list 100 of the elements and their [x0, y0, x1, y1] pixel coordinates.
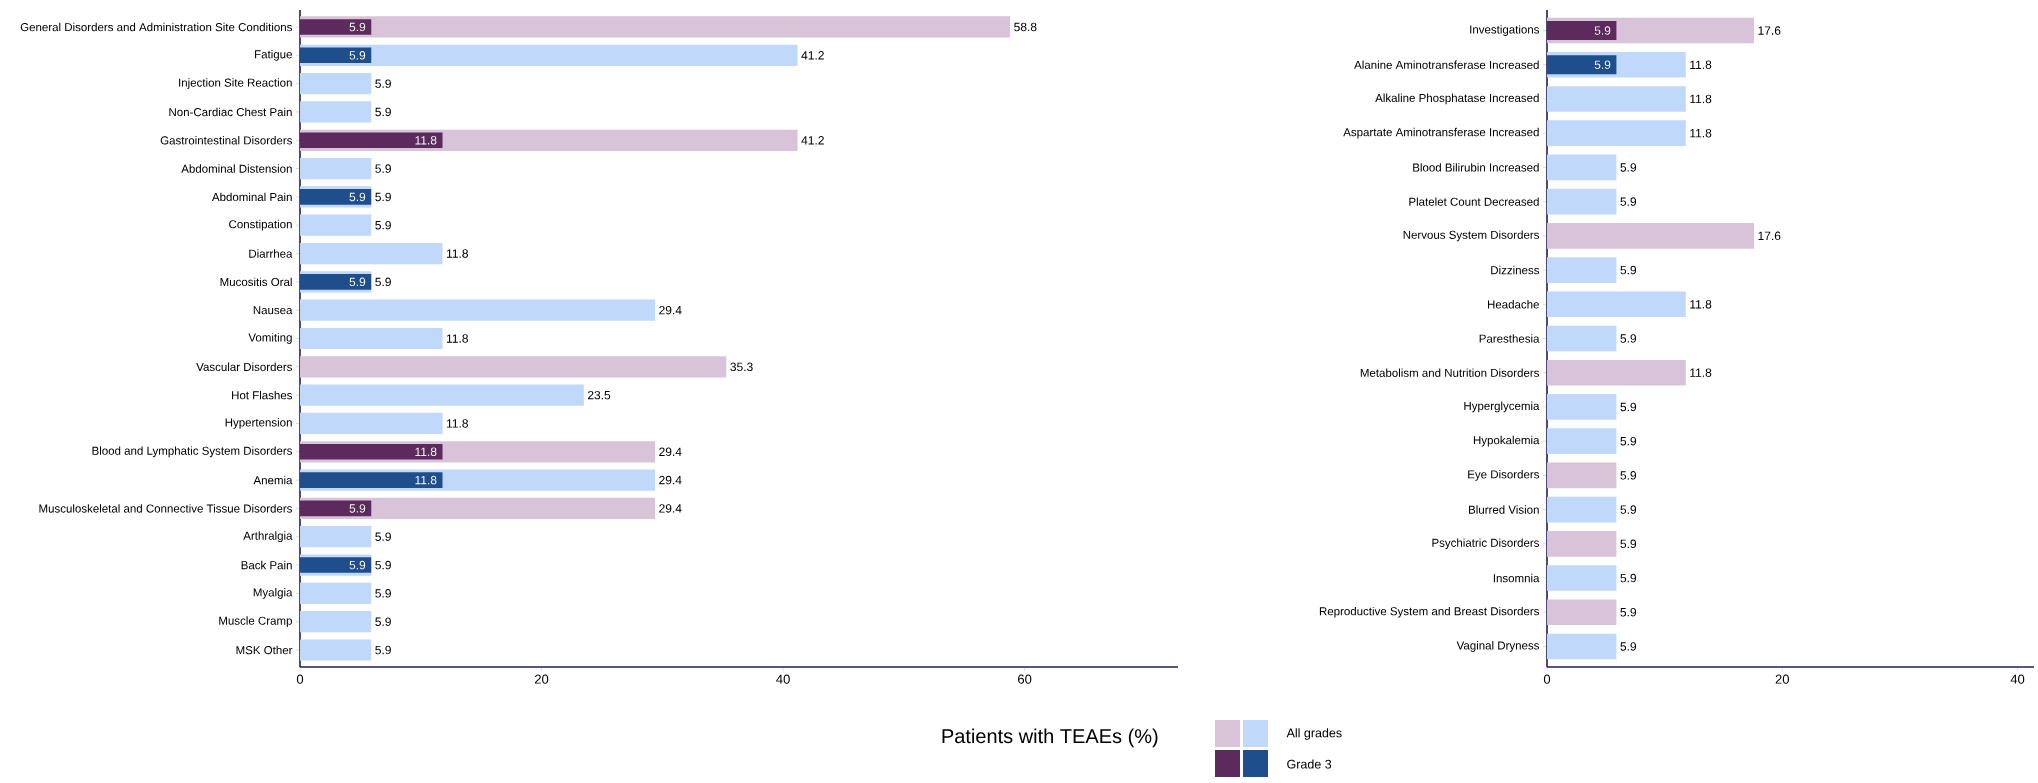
y-tick-label: Mucositis Oral	[220, 277, 292, 287]
bar	[300, 500, 372, 517]
y-tick-label: Alkaline Phosphatase Increased	[1375, 93, 1539, 105]
bar	[300, 639, 372, 661]
bar	[300, 157, 372, 180]
data-label: 35.3	[730, 362, 753, 372]
y-tick-label: Constipation	[229, 219, 292, 231]
y-tick-label: Blood Bilirubin Increased	[1413, 163, 1539, 172]
bar	[1547, 428, 1617, 454]
bar	[1547, 55, 1617, 75]
data-label: 5.9	[1620, 265, 1637, 275]
legend-label: All grades	[1286, 728, 1342, 740]
y-tick-label: General Disorders and Administration Site Conditions	[20, 22, 292, 32]
bar	[1547, 223, 1755, 249]
bar	[1547, 21, 1617, 40]
x-tick-label: 40	[776, 674, 790, 684]
bar	[1547, 599, 1617, 626]
data-label: 5.9	[375, 277, 391, 287]
data-label: 5.9	[1620, 163, 1637, 172]
data-label: 5.9	[1620, 505, 1637, 514]
y-tick-label: Diarrhea	[249, 249, 293, 258]
data-label: 11.8	[1690, 300, 1712, 309]
bar	[300, 47, 372, 64]
y-tick-label: Blurred Vision	[1469, 505, 1539, 514]
data-label: 11.8	[1690, 94, 1712, 104]
data-label: 5.9	[375, 617, 391, 626]
y-tick-label: MSK Other	[236, 645, 293, 655]
data-label: 5.9	[375, 560, 391, 570]
data-label: 29.4	[659, 475, 682, 485]
bar	[300, 214, 372, 236]
data-label: 11.8	[415, 475, 437, 485]
data-label: 11.8	[446, 334, 468, 343]
y-tick-label: Muscle Cramp	[219, 616, 292, 628]
y-tick-label: Vascular Disorders	[196, 362, 293, 372]
bar	[1547, 120, 1686, 147]
y-tick-label: Hypokalemia	[1473, 435, 1540, 447]
y-tick-label: Platelet Count Decreased	[1409, 197, 1539, 206]
x-tick-label: 20	[534, 674, 549, 684]
data-label: 5.9	[1620, 608, 1637, 617]
data-label: 11.8	[1690, 128, 1712, 138]
y-tick-label: Fatigue	[255, 49, 292, 61]
data-label: 5.9	[375, 79, 391, 88]
data-label: 11.8	[446, 249, 468, 258]
y-tick-label: Dizziness	[1491, 265, 1540, 275]
bar	[300, 19, 372, 35]
y-tick-label: Alanine Aminotransferase Increased	[1354, 60, 1539, 69]
data-label: 11.8	[1690, 368, 1712, 377]
data-label: 5.9	[375, 532, 391, 541]
y-tick-label: Arthralgia	[243, 531, 293, 543]
data-label: 23.5	[587, 390, 611, 400]
y-tick-label: Psychiatric Disorders	[1432, 538, 1540, 550]
bar	[300, 472, 443, 488]
bar	[1547, 462, 1617, 489]
data-label: 5.9	[375, 645, 391, 655]
bar	[1547, 359, 1686, 386]
y-tick-label: Hot Flashes	[232, 390, 293, 400]
data-label: 5.9	[1620, 471, 1637, 480]
y-tick-label: Nausea	[253, 306, 293, 315]
y-tick-label: Headache	[1487, 300, 1539, 309]
bar	[300, 412, 443, 435]
y-tick-label: Myalgia	[253, 588, 293, 599]
y-tick-label: Aspartate Aminotransferase Increased	[1343, 127, 1539, 139]
data-label: 5.9	[375, 107, 391, 117]
bar	[300, 356, 727, 378]
data-label: 58.8	[1014, 22, 1037, 32]
y-tick-label: Reproductive System and Breast Disorders	[1319, 606, 1540, 618]
y-tick-label: Vomiting	[248, 333, 292, 344]
bar	[1547, 496, 1617, 523]
x-tick-label: 0	[1543, 674, 1551, 684]
bar	[1547, 257, 1617, 283]
y-tick-label: Vaginal Dryness	[1456, 641, 1540, 652]
data-label: 11.8	[1690, 60, 1712, 69]
bar	[300, 526, 372, 548]
bar	[300, 16, 1011, 38]
y-tick-label: Eye Disorders	[1468, 470, 1540, 481]
bar	[300, 384, 584, 406]
bar	[1547, 325, 1617, 352]
bar	[300, 132, 443, 149]
y-tick-label: Abdominal Distension	[181, 164, 292, 173]
data-label: 5.9	[375, 589, 391, 598]
data-label: 5.9	[349, 560, 366, 570]
data-label: 29.4	[659, 504, 682, 513]
data-label: 5.9	[375, 192, 391, 202]
bar	[300, 443, 443, 460]
x-axis-title: Patients with TEAEs (%)	[942, 728, 1158, 748]
bar	[1547, 530, 1617, 557]
data-label: 41.2	[801, 51, 824, 60]
data-label: 11.8	[415, 136, 437, 145]
x-tick-label: 0	[296, 674, 304, 684]
bar	[1547, 394, 1617, 420]
data-label: 5.9	[375, 220, 391, 230]
y-tick-label: Blood and Lymphatic System Disorders	[92, 446, 293, 458]
data-label: 5.9	[375, 164, 391, 173]
bar	[300, 242, 443, 265]
y-tick-label: Anemia	[253, 475, 293, 485]
y-tick-label: Injection Site Reaction	[179, 78, 292, 89]
bar	[1547, 291, 1686, 318]
bar	[300, 327, 443, 350]
data-label: 29.4	[659, 305, 682, 315]
x-tick-label: 20	[1775, 674, 1789, 684]
